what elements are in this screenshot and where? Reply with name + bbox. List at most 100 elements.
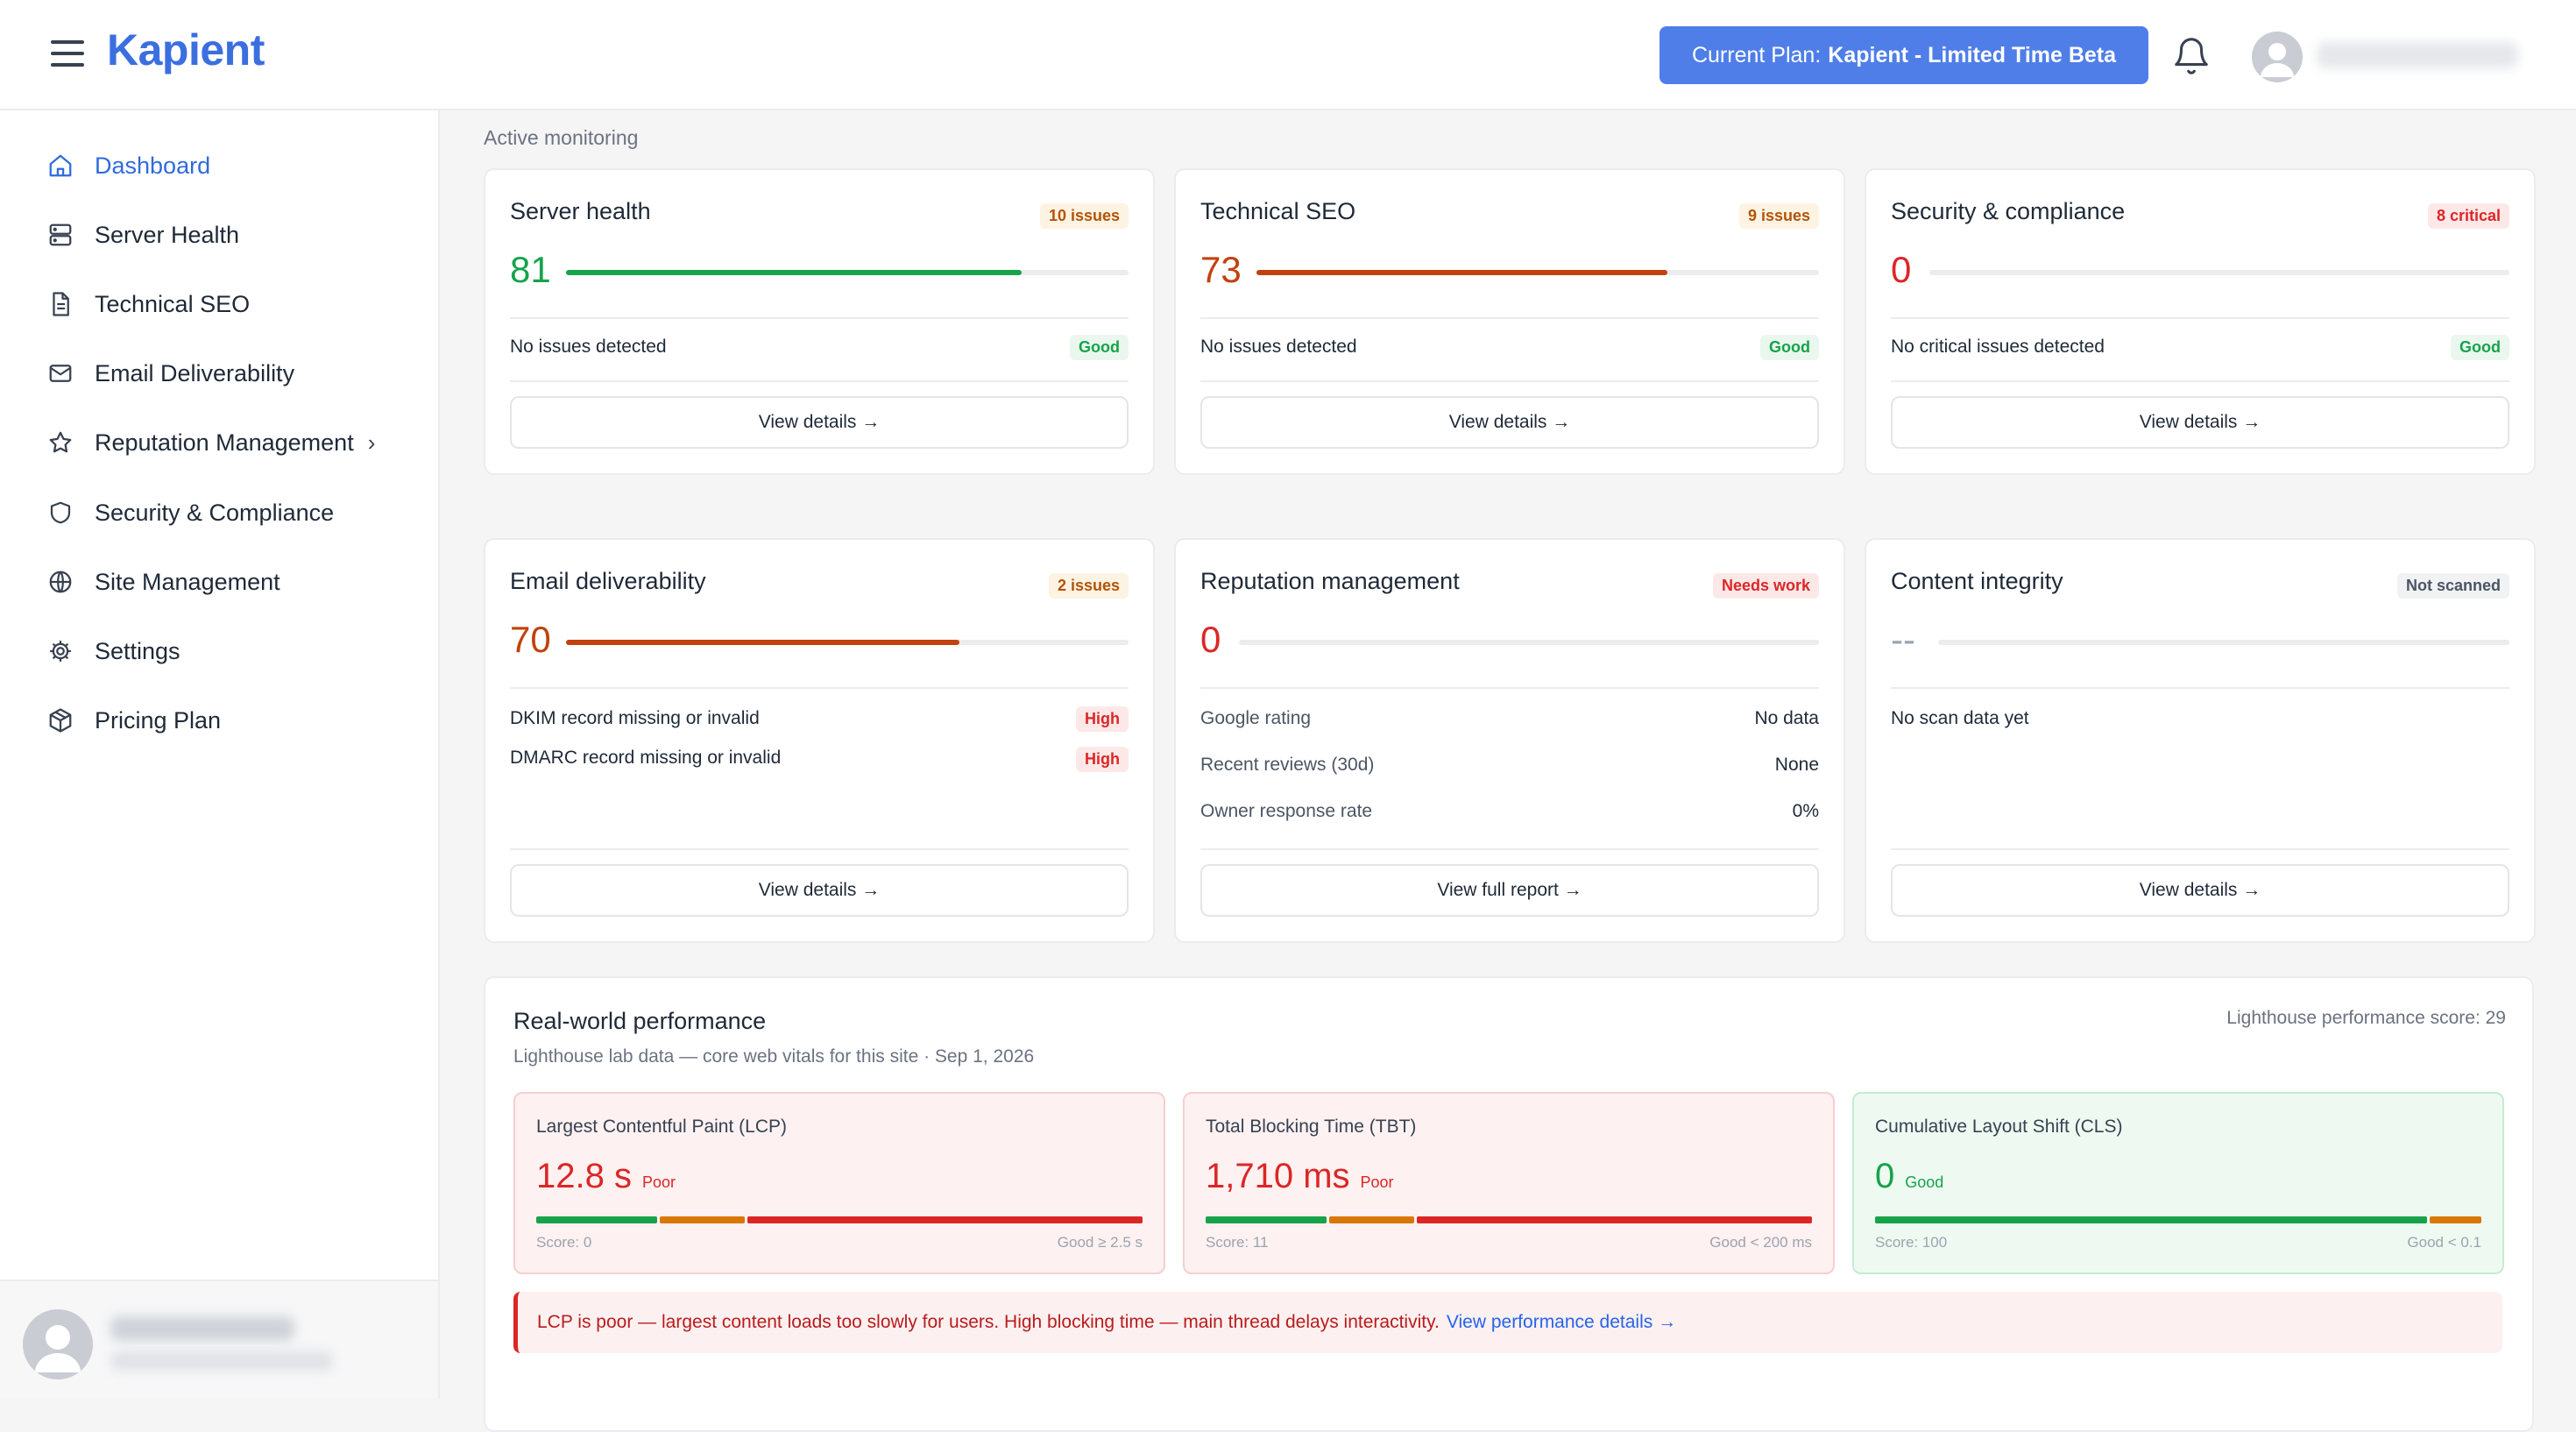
divider — [1891, 380, 2509, 382]
menu-icon[interactable] — [51, 40, 84, 67]
sidebar-item-label: Dashboard — [95, 152, 211, 179]
metric-label: Total Blocking Time (TBT) — [1206, 1117, 1417, 1137]
divider — [510, 687, 1129, 689]
shield-icon — [50, 501, 71, 524]
divider — [1200, 848, 1819, 850]
score-track — [566, 640, 1129, 645]
sidebar-item-dashboard[interactable]: Dashboard — [47, 145, 210, 186]
metric-label: Cumulative Layout Shift (CLS) — [1875, 1117, 2123, 1137]
view-full-report-button[interactable]: View full report → — [1200, 864, 1819, 917]
score-value: 0 — [1200, 619, 1221, 660]
metric-footer: Score: 0 Good ≥ 2.5 s — [536, 1234, 1143, 1251]
divider — [510, 380, 1129, 382]
plan-name: Kapient - Limited Time Beta — [1828, 42, 2117, 67]
score-fill — [566, 640, 960, 645]
metric-score: Score: 0 — [536, 1234, 592, 1251]
server-icon — [49, 223, 72, 246]
status-text: No issues detected — [510, 337, 667, 357]
divider — [1891, 848, 2509, 850]
threshold-bar — [1875, 1216, 2481, 1223]
needs-improvement-segment — [1329, 1216, 1415, 1223]
view-details-button[interactable]: View details → — [1891, 396, 2509, 449]
metric-label: Owner response rate — [1200, 801, 1373, 821]
home-icon — [49, 154, 72, 177]
card-security-compliance: Security & compliance 8 critical 0 No cr… — [1865, 168, 2536, 475]
document-icon — [53, 292, 69, 316]
needs-improvement-segment — [660, 1216, 746, 1223]
divider — [1200, 317, 1819, 319]
sidebar-item-label: Settings — [95, 637, 180, 664]
sidebar-item-technical-seo[interactable]: Technical SEO — [47, 284, 250, 324]
metric-number: 12.8 s — [536, 1157, 632, 1195]
sidebar-item-server-health[interactable]: Server Health — [47, 215, 239, 255]
view-details-button[interactable]: View details → — [1891, 864, 2509, 917]
sidebar-item-settings[interactable]: Settings — [47, 631, 180, 671]
sidebar-user-panel[interactable] — [0, 1280, 438, 1399]
sidebar-item-label: Server Health — [95, 221, 240, 248]
score-track — [1938, 640, 2509, 645]
metric-rating: Poor — [641, 1173, 676, 1191]
threshold-bar — [1206, 1216, 1812, 1223]
divider — [1200, 380, 1819, 382]
bell-icon[interactable] — [2171, 35, 2212, 77]
issues-badge: 9 issues — [1738, 203, 1819, 229]
metric-value: None — [1774, 755, 1819, 775]
metric-card-lcp: Largest Contentful Paint (LCP) 12.8 s Poo… — [513, 1092, 1165, 1274]
status-badge: Needs work — [1712, 573, 1819, 599]
score-track — [1256, 270, 1819, 275]
status-tag: Good — [1070, 335, 1129, 360]
divider — [510, 317, 1129, 319]
metric-value: 0 Good — [1875, 1157, 1943, 1196]
brand-logo[interactable]: Kapient — [107, 25, 265, 74]
user-avatar[interactable] — [2252, 32, 2303, 82]
panel-title: Real-world performance — [513, 1008, 767, 1034]
score-value: 70 — [510, 619, 551, 660]
score-track — [566, 270, 1129, 275]
needs-improvement-segment — [2429, 1216, 2481, 1223]
metric-footer: Score: 100 Good < 0.1 — [1875, 1234, 2481, 1251]
sidebar-item-email-deliverability[interactable]: Email Deliverability — [47, 353, 294, 393]
score-track — [1929, 270, 2509, 275]
divider — [1200, 687, 1819, 689]
view-details-button[interactable]: View details → — [510, 396, 1129, 449]
status-badge: Not scanned — [2396, 573, 2509, 599]
issues-badge: 10 issues — [1039, 203, 1129, 229]
divider — [1891, 317, 2509, 319]
metric-value: 12.8 s Poor — [536, 1157, 676, 1196]
card-title: Content integrity — [1891, 568, 2063, 594]
metric-value: 1,710 ms Poor — [1206, 1157, 1394, 1196]
good-segment — [1875, 1216, 2427, 1223]
plan-prefix: Current Plan: — [1691, 42, 1822, 67]
sidebar-item-reputation-management[interactable]: Reputation Management › — [47, 422, 375, 463]
sidebar-item-site-management[interactable]: Site Management — [47, 562, 280, 602]
card-server-health: Server health 10 issues 81 No issues det… — [484, 168, 1155, 475]
metric-label: Google rating — [1200, 708, 1312, 728]
score-track — [1239, 640, 1819, 645]
sidebar-item-label: Email Deliverability — [95, 359, 295, 386]
card-email-deliverability: Email deliverability 2 issues 70 DKIM re… — [484, 538, 1155, 943]
avatar[interactable] — [23, 1309, 93, 1379]
threshold-bar — [536, 1216, 1143, 1223]
current-plan-button[interactable]: Current Plan: Kapient - Limited Time Bet… — [1660, 26, 2148, 84]
status-text: No issues detected — [1200, 337, 1357, 357]
user-name-redacted[interactable] — [2317, 42, 2518, 68]
status-text: No scan data yet — [1891, 708, 2029, 728]
card-technical-seo: Technical SEO 9 issues 73 No issues dete… — [1174, 168, 1845, 475]
view-details-button[interactable]: View details → — [510, 864, 1129, 917]
score-fill — [1256, 270, 1667, 275]
card-title: Email deliverability — [510, 568, 706, 594]
metric-label: Recent reviews (30d) — [1200, 755, 1375, 775]
card-reputation-management: Reputation management Needs work 0 Googl… — [1174, 538, 1845, 943]
sidebar-item-label: Pricing Plan — [95, 706, 222, 734]
metric-rating: Good — [1905, 1173, 1944, 1191]
sidebar-item-pricing-plan[interactable]: Pricing Plan — [47, 700, 221, 741]
view-details-button[interactable]: View details → — [1200, 396, 1819, 449]
severity-tag: High — [1076, 706, 1129, 732]
metric-value: 0% — [1792, 801, 1819, 821]
score-value: 73 — [1200, 249, 1242, 290]
card-content-integrity: Content integrity Not scanned -- No scan… — [1865, 538, 2536, 943]
view-performance-details-link[interactable]: View performance details → — [1446, 1312, 1677, 1332]
metric-value: No data — [1754, 708, 1819, 728]
sidebar-item-security-compliance[interactable]: Security & Compliance — [47, 493, 334, 533]
score-value: 81 — [510, 249, 551, 290]
